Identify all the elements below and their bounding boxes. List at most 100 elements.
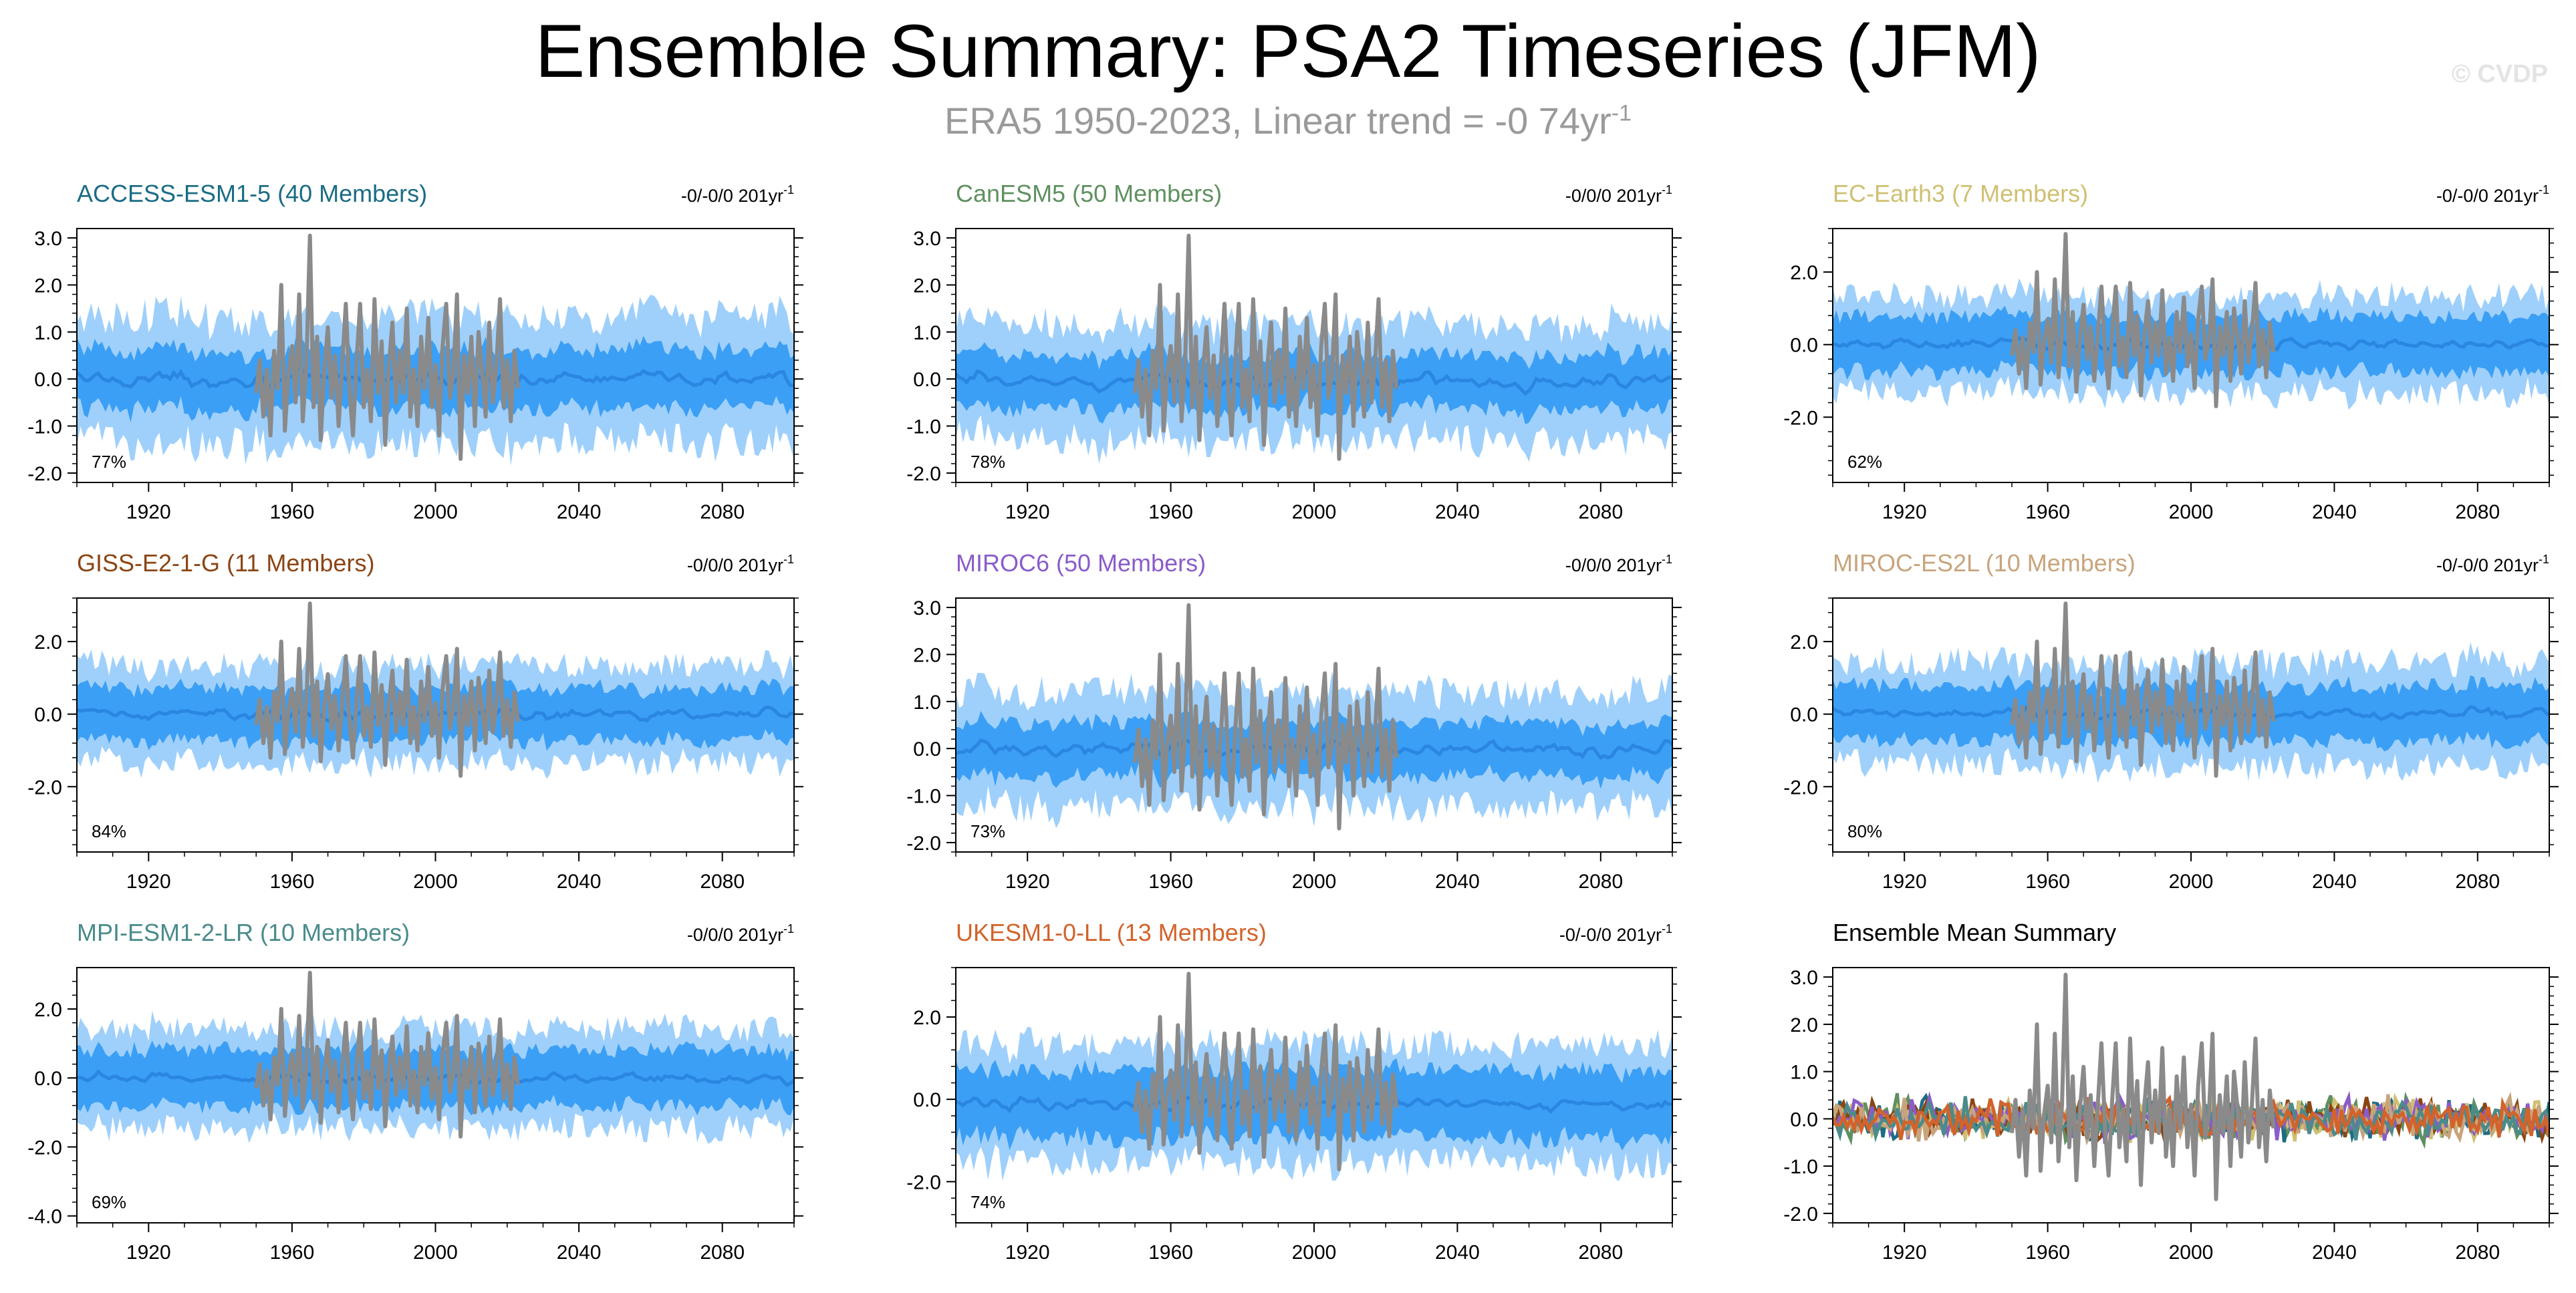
x-tick-label: 2080 [1578, 501, 1623, 523]
panel-trend-unit: -1 [2539, 553, 2549, 566]
page-title: Ensemble Summary: PSA2 Timeseries (JFM) [535, 9, 2041, 93]
observation-line [2010, 601, 2276, 778]
observation-line [1133, 972, 1399, 1171]
x-tick-label: 2080 [700, 1242, 745, 1264]
page-subtitle: ERA5 1950-2023, Linear trend = -0 74yr-1 [0, 99, 2576, 142]
panel-trend-unit: -1 [1662, 183, 1672, 196]
y-tick-label: 0.0 [913, 738, 941, 760]
panel-title: EC-Earth3 (7 Members) [1833, 180, 2088, 207]
cvdp-watermark: © CVDP [2451, 60, 2548, 88]
observation-line [1133, 603, 1399, 831]
panel-percent: 77% [92, 452, 126, 472]
x-tick-label: 1960 [270, 871, 315, 893]
panel-percent: 80% [1847, 821, 1882, 841]
x-tick-label: 2040 [2312, 871, 2357, 893]
y-tick-label: 0.0 [1790, 704, 1818, 726]
y-tick-label: -4.0 [27, 1206, 62, 1228]
y-tick-label: 2.0 [34, 275, 62, 297]
y-tick-label: 2.0 [913, 1007, 941, 1029]
panel-title: UKESM1-0-LL (13 Members) [956, 919, 1267, 946]
panel-percent: 69% [92, 1192, 126, 1212]
panel-trend: -0/0/0 201yr-1 [1565, 183, 1672, 206]
panel-trend: -0/-0/0 201yr-1 [2436, 553, 2549, 575]
x-tick-label: 2000 [1292, 1242, 1337, 1264]
panel-trend-unit: -1 [1662, 922, 1672, 936]
y-tick-label: 2.0 [913, 275, 941, 297]
y-tick-label: -2.0 [27, 463, 62, 485]
x-tick-label: 1960 [1148, 501, 1193, 523]
x-tick-label: 1920 [1882, 1242, 1927, 1264]
y-tick-label: -1.0 [906, 416, 941, 438]
panel-title: ACCESS-ESM1-5 (40 Members) [77, 180, 427, 207]
x-tick-label: 1920 [126, 501, 171, 523]
y-tick-label: 3.0 [34, 228, 62, 250]
plot-area [956, 603, 1672, 831]
plot-area [956, 972, 1672, 1182]
panel-percent: 78% [971, 452, 1005, 472]
x-tick-label: 1960 [2025, 501, 2070, 523]
observation-line [254, 970, 520, 1139]
x-tick-label: 2000 [2169, 1242, 2214, 1264]
y-tick-label: -1.0 [906, 786, 941, 808]
panel-trend-unit: -1 [783, 553, 794, 566]
x-tick-label: 1960 [270, 1242, 315, 1264]
chart-panel: 3.0 2.0 1.0 0.0 -1.0 -2.0 1920 1960 2000 2040 2080… [1783, 919, 2559, 1264]
x-tick-label: 2040 [1435, 501, 1480, 523]
y-tick-label: -2.0 [27, 1137, 62, 1159]
y-tick-label: -2.0 [906, 833, 941, 855]
x-tick-label: 2000 [2169, 501, 2214, 523]
x-tick-label: 2080 [700, 501, 745, 523]
y-tick-label: 0.0 [1790, 335, 1818, 357]
panel-trend: -0/-0/0 201yr-1 [2436, 183, 2549, 206]
panel-trend-unit: -1 [2539, 183, 2549, 196]
panel-trend: -0/0/0 201yr-1 [1565, 553, 1672, 575]
x-tick-label: 1960 [2025, 1242, 2070, 1264]
plot-area [1833, 972, 2549, 1201]
y-tick-label: 0.0 [913, 1089, 941, 1111]
observation-line [2010, 972, 2276, 1201]
x-tick-label: 2000 [413, 1242, 458, 1264]
y-tick-label: -2.0 [27, 776, 62, 799]
panel-title: MIROC6 (50 Members) [956, 549, 1206, 577]
panel-percent: 84% [92, 821, 126, 841]
x-tick-label: 2040 [2312, 1242, 2357, 1264]
chart-panel: 2.0 0.0 -2.0 1920 1960 2000 2040 2080 UKESM1-0-L… [906, 919, 1682, 1264]
x-tick-label: 1920 [126, 1242, 171, 1264]
chart-panel: 3.0 2.0 1.0 0.0 -1.0 -2.0 1920 1960 2000 2040 2080… [27, 180, 803, 523]
y-tick-label: 2.0 [913, 644, 941, 666]
observation-line [1133, 233, 1399, 461]
x-tick-label: 1920 [126, 871, 171, 893]
x-tick-label: 2000 [2169, 871, 2214, 893]
y-tick-label: 2.0 [34, 631, 62, 654]
panel-trend: -0/-0/0 201yr-1 [681, 183, 794, 206]
y-tick-label: 1.0 [1790, 1062, 1818, 1084]
y-tick-label: 2.0 [1790, 262, 1818, 284]
y-tick-label: -2.0 [1783, 407, 1818, 429]
x-tick-label: 2080 [2455, 871, 2500, 893]
x-tick-label: 2040 [2312, 501, 2357, 523]
y-tick-label: 2.0 [1790, 631, 1818, 654]
y-tick-label: -2.0 [906, 1171, 941, 1193]
x-tick-label: 2040 [557, 871, 602, 893]
chart-panel: 2.0 0.0 -2.0 1920 1960 2000 2040 2080 GISS-E2-1-… [27, 549, 803, 893]
panel-title: GISS-E2-1-G (11 Members) [77, 549, 374, 577]
y-tick-label: -1.0 [1783, 1156, 1818, 1178]
subtitle-text: ERA5 1950-2023, Linear trend = -0 74yr [944, 100, 1612, 142]
x-tick-label: 1920 [1005, 1242, 1050, 1264]
chart-panel: 2.0 0.0 -2.0 1920 1960 2000 2040 2080 MIROC-ES2L… [1783, 549, 2559, 893]
panel-title: Ensemble Mean Summary [1833, 919, 2116, 946]
x-tick-label: 2080 [1578, 1242, 1623, 1264]
y-tick-label: -2.0 [1783, 1203, 1818, 1226]
x-tick-label: 1960 [1148, 1242, 1193, 1264]
x-tick-label: 2080 [1578, 871, 1623, 893]
plot-area [77, 233, 794, 466]
x-tick-label: 2040 [557, 1242, 602, 1264]
chart-panel: 3.0 2.0 1.0 0.0 -1.0 -2.0 1920 1960 2000 2040 2080… [906, 180, 1682, 523]
y-tick-label: 1.0 [34, 322, 62, 344]
x-tick-label: 2040 [1435, 871, 1480, 893]
panel-trend: -0/0/0 201yr-1 [687, 553, 794, 575]
x-tick-label: 1960 [270, 501, 315, 523]
plot-area [956, 233, 1672, 464]
subtitle-unit: -1 [1611, 100, 1632, 126]
